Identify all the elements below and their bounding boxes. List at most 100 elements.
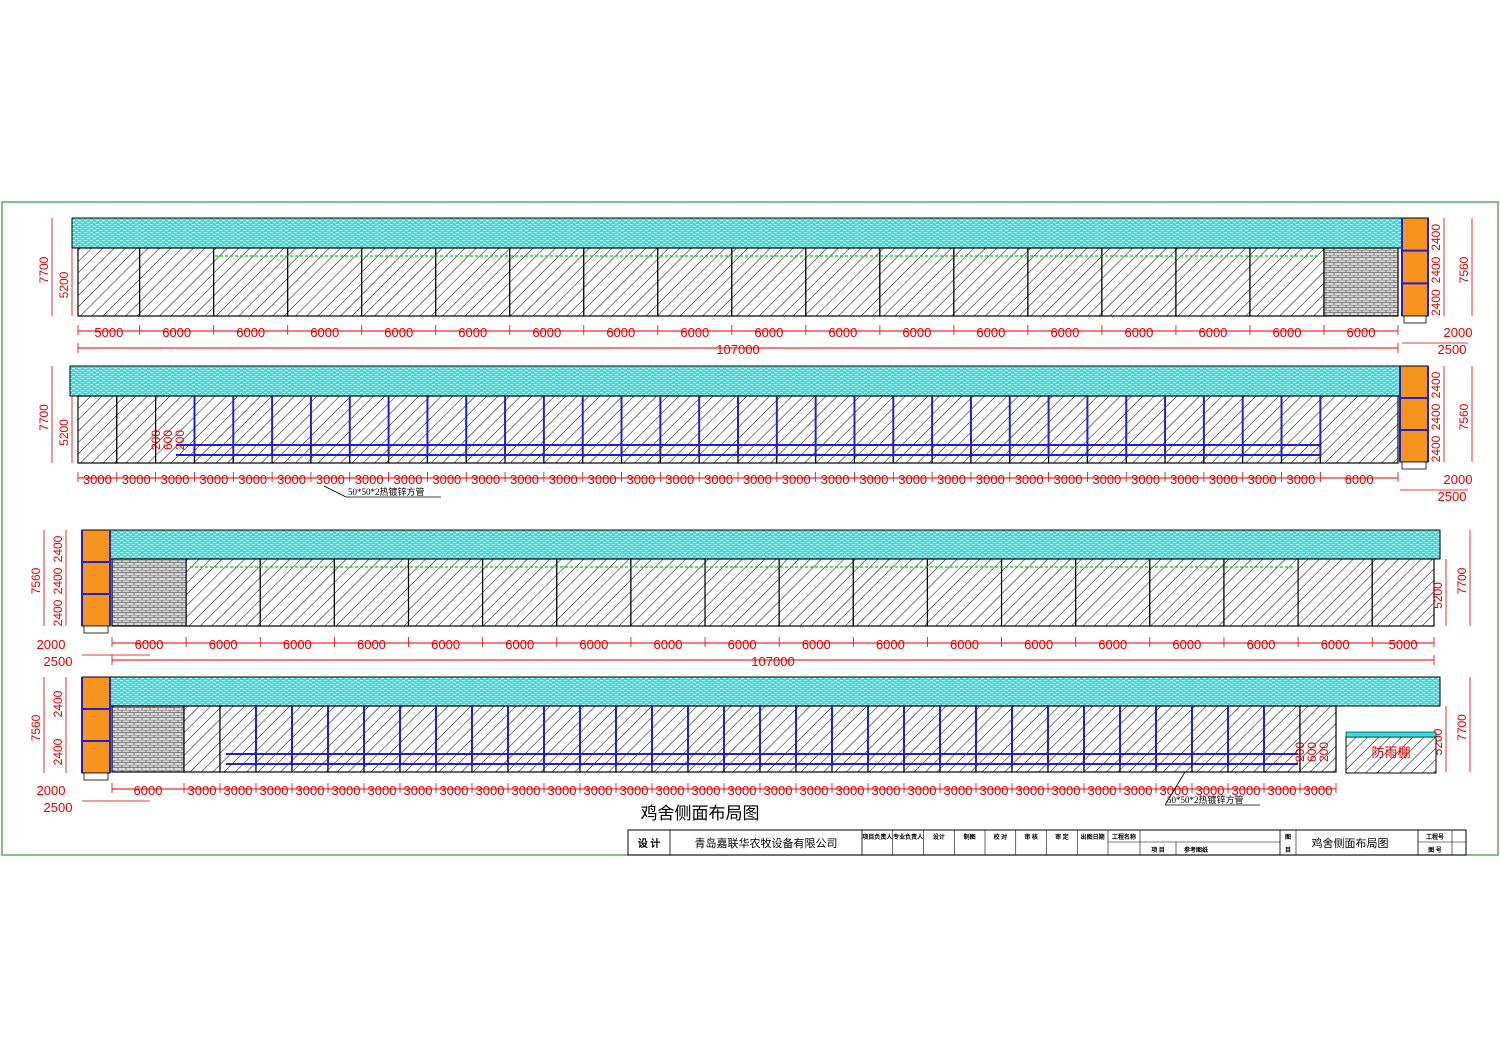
bay-dimension-label: 3000 xyxy=(764,783,793,798)
bay-dimension-label: 3000 xyxy=(512,783,541,798)
wall-bay xyxy=(543,395,584,464)
title-block-col-label: 出图日期 xyxy=(1081,833,1105,841)
bay-dimension-label: 3000 xyxy=(471,472,500,487)
height-label: 2400 xyxy=(51,535,65,562)
bay-dimension-label: 6000 xyxy=(1172,637,1201,652)
bay-dimension-label: 6000 xyxy=(1198,325,1227,340)
bay-dimension-label: 3000 xyxy=(1268,783,1297,798)
bay-dimension-label: 3000 xyxy=(83,472,112,487)
wall-bay xyxy=(1155,705,1193,773)
tower-dimension-label: 2000 xyxy=(1444,325,1473,340)
wall-bay xyxy=(1011,705,1049,773)
height-label: 5200 xyxy=(57,419,71,446)
wall-bay xyxy=(892,395,933,464)
bay-dimension-label: 3000 xyxy=(1088,783,1117,798)
canopy-label: 防雨棚 xyxy=(1371,745,1410,760)
bay-dimension-label: 3000 xyxy=(1016,783,1045,798)
bay-dimension-label: 3000 xyxy=(937,472,966,487)
bay-dimension-label: 3000 xyxy=(476,783,505,798)
wall-bay xyxy=(615,705,653,773)
wall-bay xyxy=(139,247,215,317)
wall-bay xyxy=(271,395,312,464)
bay-dimension-label: 3000 xyxy=(122,472,151,487)
bay-dimension-label: 3000 xyxy=(1015,472,1044,487)
project-name-label: 工程名称 xyxy=(1112,833,1136,841)
wall-bay xyxy=(953,247,1029,317)
wall-bay xyxy=(1191,705,1229,773)
wall-bay xyxy=(1119,705,1157,773)
stair-tower xyxy=(1399,365,1429,463)
bay-dimension-label: 6000 xyxy=(1345,472,1374,487)
wall-bay xyxy=(77,395,118,464)
bay-dimension-label: 3000 xyxy=(355,472,384,487)
wall-bay xyxy=(1101,247,1177,317)
tower-dimension-label: 2500 xyxy=(1438,342,1467,357)
bay-dimension-label: 6000 xyxy=(802,637,831,652)
bay-dimension-label: 6000 xyxy=(1050,325,1079,340)
height-label: 2400 xyxy=(51,738,65,765)
bay-dimension-label: 6000 xyxy=(458,325,487,340)
bay-dimension-label: 3000 xyxy=(782,472,811,487)
bay-dimension-label: 6000 xyxy=(384,325,413,340)
small-dimension-label: 600 xyxy=(1305,742,1319,762)
bay-dimension-label: 6000 xyxy=(950,637,979,652)
bay-dimension-label: 6000 xyxy=(606,325,635,340)
bay-dimension-label: 3000 xyxy=(404,783,433,798)
wall-bay xyxy=(1371,558,1435,627)
height-label: 5200 xyxy=(57,271,71,298)
wall-bay xyxy=(1047,705,1085,773)
height-label: 7560 xyxy=(29,567,43,594)
wall-bay xyxy=(193,395,234,464)
wall-bay xyxy=(310,395,351,464)
bay-dimension-label: 3000 xyxy=(1170,472,1199,487)
wall-bay xyxy=(287,247,363,317)
stair-tower xyxy=(81,676,111,774)
bay-dimension-label: 3000 xyxy=(432,472,461,487)
wall-bay xyxy=(1125,395,1166,464)
wall-bay xyxy=(795,705,833,773)
roof xyxy=(107,529,1441,560)
bay-dimension-label: 3000 xyxy=(859,472,888,487)
bay-dimension-label: 3000 xyxy=(656,783,685,798)
wall-bay xyxy=(543,705,581,773)
wall-bay xyxy=(630,558,706,627)
bay-dimension-label: 3000 xyxy=(316,472,345,487)
wall-bay xyxy=(232,395,273,464)
wall-bay xyxy=(1047,395,1089,464)
drawing-title-block: 鸡舍侧面布局图 xyxy=(1312,836,1389,850)
bay-dimension-label: 3000 xyxy=(549,472,578,487)
wall-bay xyxy=(1319,395,1399,464)
title-block-col-label: 制图 xyxy=(964,833,976,841)
bay-dimension-label: 3000 xyxy=(332,783,361,798)
item-value: 参考图纸 xyxy=(1183,846,1208,854)
height-label: 2400 xyxy=(51,599,65,626)
bay-dimension-label: 6000 xyxy=(310,325,339,340)
wall-bay xyxy=(852,558,929,627)
bay-dimension-label: 3000 xyxy=(238,472,267,487)
wall-bay xyxy=(291,705,329,773)
stair-tower xyxy=(1401,217,1429,317)
title-block-col-label: 审 核 xyxy=(1024,833,1038,841)
wall-bay xyxy=(435,247,511,317)
wall-bay xyxy=(259,558,335,627)
bay-dimension-label: 6000 xyxy=(902,325,931,340)
height-label: 7560 xyxy=(29,714,43,741)
wall-bay xyxy=(77,247,141,317)
bay-dimension-label: 3000 xyxy=(260,783,289,798)
tower-dimension-label: 2000 xyxy=(37,783,66,798)
bay-dimension-label: 6000 xyxy=(209,637,238,652)
height-label: 2400 xyxy=(51,567,65,594)
wall-bay xyxy=(507,705,545,773)
bay-dimension-label: 3000 xyxy=(821,472,850,487)
pipe-note: 50*50*2热镀锌方管 xyxy=(348,486,425,497)
height-label: 2400 xyxy=(1429,289,1443,316)
wall-bay xyxy=(651,705,689,773)
wall-bay xyxy=(1083,705,1121,773)
height-label: 7700 xyxy=(37,256,51,283)
wall-bay xyxy=(582,395,623,464)
wall-bay xyxy=(1263,705,1301,773)
title-block-col-label: 审 定 xyxy=(1055,833,1069,841)
bay-dimension-label: 3000 xyxy=(188,783,217,798)
bay-dimension-label: 3000 xyxy=(692,783,721,798)
